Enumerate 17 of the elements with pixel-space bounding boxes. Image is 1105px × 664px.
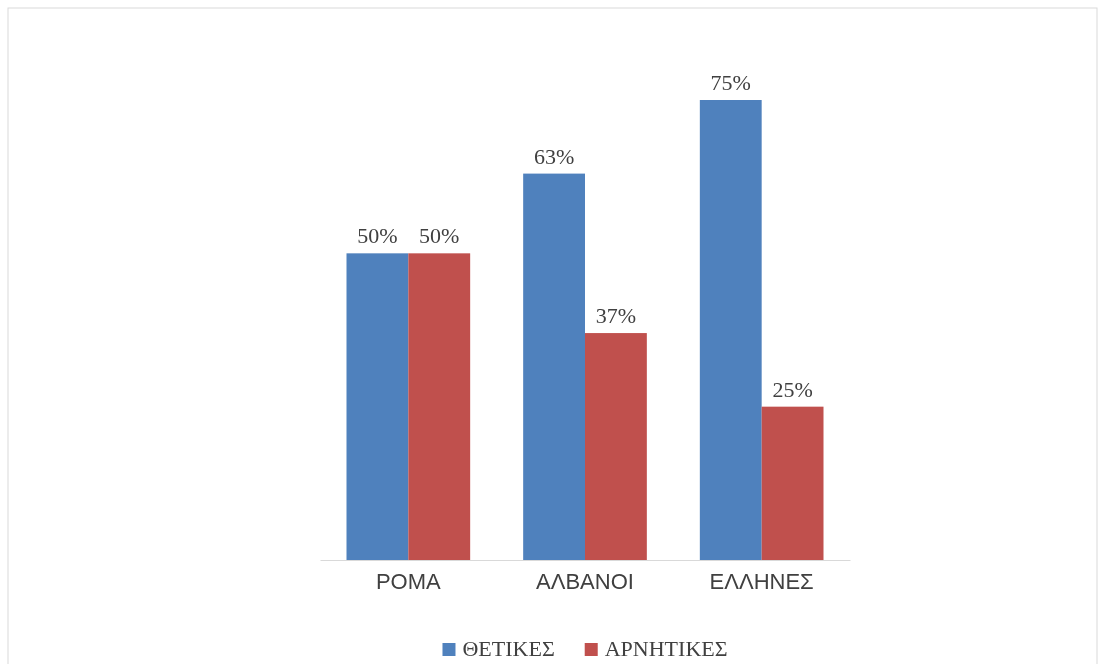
data-label: 37% <box>595 303 637 329</box>
data-label: 50% <box>419 223 460 249</box>
data-label: 25% <box>772 376 813 402</box>
x-tick-label: ΡΟΜΑ <box>375 569 442 595</box>
bar <box>346 253 409 560</box>
x-tick-label: ΕΛΛΗΝΕΣ <box>709 569 814 595</box>
bar <box>585 333 647 560</box>
bar <box>408 253 471 560</box>
legend-label: ΘΕΤΙΚΕΣ <box>462 636 555 661</box>
bar <box>699 100 762 560</box>
bar <box>761 406 824 560</box>
legend-label: ΑΡΝΗΤΙΚΕΣ <box>604 636 728 661</box>
data-label: 50% <box>357 223 398 249</box>
data-label: 75% <box>710 70 751 95</box>
x-tick-label: ΑΛΒΑΝΟΙ <box>536 569 634 595</box>
data-label: 63% <box>533 143 575 169</box>
bar <box>523 173 585 560</box>
